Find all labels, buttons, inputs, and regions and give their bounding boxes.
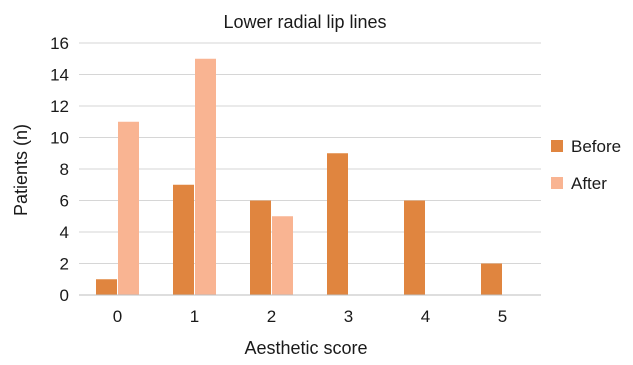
y-tick-label: 2 (60, 255, 69, 274)
bar-after-0 (118, 122, 139, 295)
y-tick-label: 8 (60, 160, 69, 179)
gridlines (79, 43, 541, 264)
x-tick-label: 5 (498, 307, 507, 326)
x-tick-label: 0 (113, 307, 122, 326)
y-tick-label: 12 (50, 97, 69, 116)
bar-before-1 (173, 185, 194, 295)
legend-label-before: Before (571, 137, 621, 156)
bar-before-4 (404, 201, 425, 296)
bars (96, 59, 502, 295)
y-axis-label: Patients (n) (11, 124, 31, 216)
y-tick-label: 0 (60, 286, 69, 305)
x-tick-labels: 0 1 2 3 4 5 (113, 307, 507, 326)
y-tick-label: 16 (50, 34, 69, 53)
y-tick-label: 14 (50, 66, 69, 85)
y-tick-label: 10 (50, 129, 69, 148)
y-tick-labels: 0 2 4 6 8 10 12 14 16 (50, 34, 69, 305)
bar-before-0 (96, 279, 117, 295)
x-tick-label: 3 (344, 307, 353, 326)
bar-before-5 (481, 264, 502, 296)
legend-swatch-after (551, 177, 563, 189)
legend-swatch-before (551, 140, 563, 152)
x-tick-label: 2 (267, 307, 276, 326)
chart-title: Lower radial lip lines (223, 12, 386, 32)
bar-before-3 (327, 153, 348, 295)
bar-after-1 (195, 59, 216, 295)
y-tick-label: 6 (60, 192, 69, 211)
legend-label-after: After (571, 174, 607, 193)
x-tick-label: 4 (421, 307, 430, 326)
legend: Before After (551, 137, 621, 193)
y-tick-label: 4 (60, 223, 69, 242)
bar-after-2 (272, 216, 293, 295)
x-tick-label: 1 (190, 307, 199, 326)
bar-before-2 (250, 201, 271, 296)
x-axis-label: Aesthetic score (244, 338, 367, 358)
